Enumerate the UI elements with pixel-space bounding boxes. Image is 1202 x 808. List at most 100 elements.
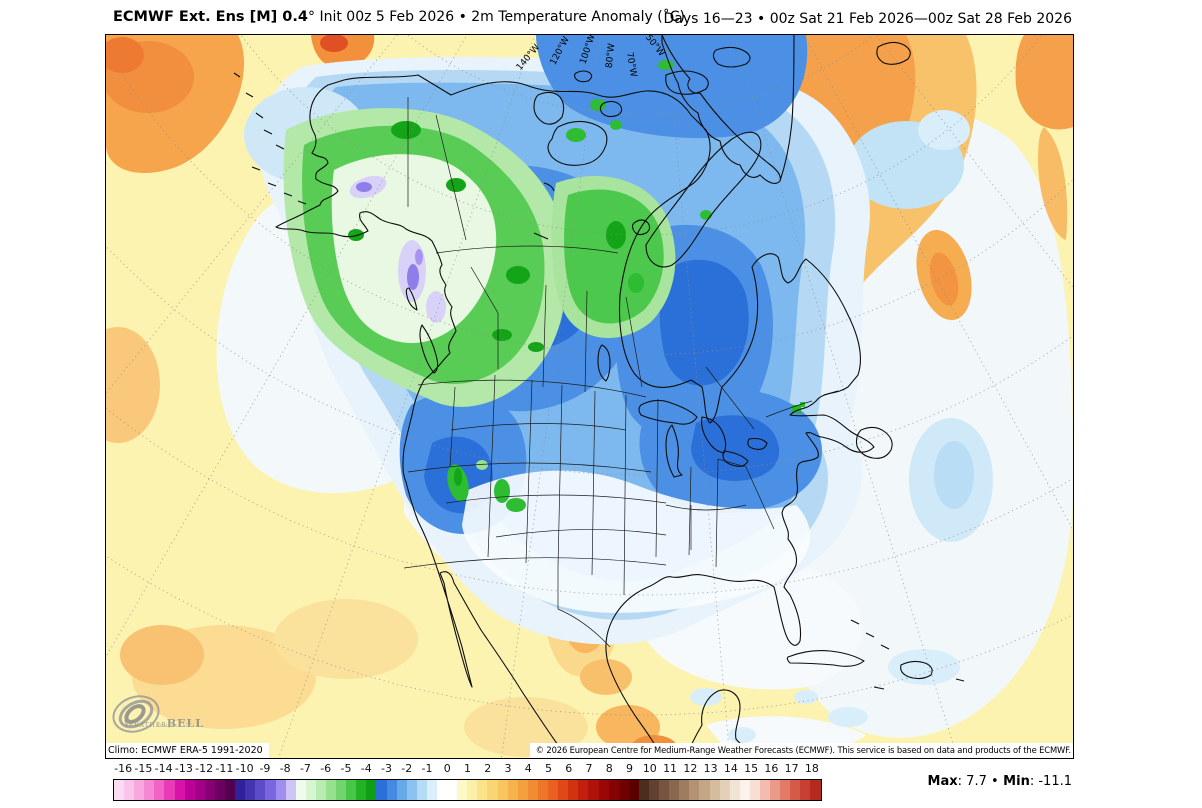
colorbar-cell: [739, 780, 750, 800]
colorbar-tick-label: 17: [784, 762, 799, 775]
min-label: Min: [998, 774, 1030, 789]
colorbar: [113, 779, 822, 801]
page-title: ECMWF Ext. Ens [M] 0.4° Init 00z 5 Feb 2…: [113, 9, 685, 25]
colorbar-cell: [416, 780, 427, 800]
max-value: : 7.7: [957, 774, 991, 789]
colorbar-cell: [295, 780, 306, 800]
colorbar-tick-label: -1: [421, 762, 433, 775]
colorbar-cell: [810, 780, 821, 800]
colorbar-cell: [356, 780, 367, 800]
colorbar-tick-label: 18: [804, 762, 819, 775]
climo-note: Climo: ECMWF ERA-5 1991-2020: [106, 743, 269, 758]
colorbar-tick-label: -6: [320, 762, 332, 775]
colorbar-cell: [467, 780, 478, 800]
colorbar-cell: [366, 780, 377, 800]
colorbar-cell: [568, 780, 579, 800]
colorbar-cell: [760, 780, 771, 800]
colorbar-cell: [679, 780, 690, 800]
colorbar-tick-label: 11: [663, 762, 678, 775]
map-canvas: 140°W 120°W 100°W 80°W 70°W 50°W Weather…: [105, 34, 1074, 759]
colorbar-cell: [800, 780, 811, 800]
colorbar-tick-label: -13: [174, 762, 193, 775]
colorbar-cell: [659, 780, 670, 800]
colorbar-tick-label: 15: [744, 762, 759, 775]
colorbar-cell: [729, 780, 740, 800]
colorbar-cell: [144, 780, 155, 800]
colorbar-cell: [477, 780, 488, 800]
colorbar-tick-label: 16: [764, 762, 779, 775]
colorbar-tick-label: 5: [545, 762, 553, 775]
field-stats: Max: 7.7 • Min: -11.1: [820, 774, 1072, 789]
colorbar-cell: [780, 780, 791, 800]
colorbar-cell: [235, 780, 246, 800]
colorbar-cell: [255, 780, 266, 800]
logo-subtitle: Analytics LLC: [156, 724, 193, 729]
colorbar-cell: [770, 780, 781, 800]
colorbar-cell: [154, 780, 165, 800]
colorbar-tick-label: 12: [683, 762, 698, 775]
colorbar-cell: [719, 780, 730, 800]
colorbar-cell: [124, 780, 135, 800]
min-value: : -11.1: [1029, 774, 1072, 789]
colorbar-cell: [204, 780, 215, 800]
max-label: Max: [927, 774, 958, 789]
colorbar-cell: [174, 780, 185, 800]
colorbar-tick-label: 6: [565, 762, 573, 775]
meridian-label-70w: 70°W: [624, 52, 638, 78]
colorbar-cell: [618, 780, 629, 800]
cold-core-green-fields: [244, 60, 805, 512]
colorbar-cell: [376, 780, 387, 800]
colorbar-cell: [386, 780, 397, 800]
colorbar-cell: [325, 780, 337, 800]
colorbar-cell: [699, 780, 710, 800]
colorbar-cell: [558, 780, 569, 800]
colorbar-cell: [628, 780, 639, 800]
colorbar-cell: [396, 780, 407, 800]
colorbar-cell: [527, 780, 538, 800]
colorbar-tick-label: -10: [235, 762, 254, 775]
colorbar-tick-label: 9: [626, 762, 634, 775]
colorbar-cell: [588, 780, 599, 800]
colorbar-cell: [426, 780, 437, 800]
colorbar-cell: [194, 780, 205, 800]
colorbar-tick-label: 13: [703, 762, 718, 775]
colorbar-cell: [790, 780, 801, 800]
valid-period-label: Days 16—23 • 00z Sat 21 Feb 2026—00z Sat…: [663, 11, 1072, 27]
colorbar-cell: [336, 780, 347, 800]
colorbar-cell: [669, 780, 680, 800]
atlantic-cool-patches: [690, 110, 993, 743]
colorbar-cell: [265, 780, 276, 800]
colorbar-cell: [608, 780, 619, 800]
colorbar-cell: [214, 780, 226, 800]
colorbar-cell: [305, 780, 316, 800]
colorbar-cell: [648, 780, 660, 800]
colorbar-cell: [346, 780, 357, 800]
colorbar-tick-label: -9: [259, 762, 271, 775]
colorbar-cell: [507, 780, 518, 800]
colorbar-tick-label: 14: [723, 762, 738, 775]
colorbar-tick-label: -4: [360, 762, 372, 775]
colorbar-cell: [225, 780, 236, 800]
colorbar-cell: [517, 780, 528, 800]
colorbar-cell: [497, 780, 508, 800]
coastlines: [233, 35, 965, 758]
copyright-note: © 2026 European Centre for Medium-Range …: [529, 743, 1073, 758]
temperature-anomaly-map: 140°W 120°W 100°W 80°W 70°W 50°W: [106, 35, 1073, 758]
colorbar-tick-label: -8: [279, 762, 291, 775]
meridian-label-80w: 80°W: [605, 43, 618, 69]
colorbar-cell: [447, 780, 458, 800]
colorbar-cell: [689, 780, 700, 800]
colorbar-cell: [114, 780, 125, 800]
colorbar-cell: [437, 780, 448, 800]
colorbar-cell: [578, 780, 589, 800]
colorbar-tick-label: -15: [134, 762, 153, 775]
colorbar-cell: [457, 780, 468, 800]
neutral-central-band: [462, 470, 811, 613]
colorbar-cell: [406, 780, 417, 800]
hurricane-spiral-icon: [112, 695, 160, 733]
colorbar-tick-label: 7: [585, 762, 593, 775]
colorbar-cell: [598, 780, 609, 800]
weatherbell-logo: WeatherBELL Analytics LLC: [110, 688, 203, 740]
colorbar-tick-label: 0: [443, 762, 451, 775]
colorbar-cell: [134, 780, 145, 800]
